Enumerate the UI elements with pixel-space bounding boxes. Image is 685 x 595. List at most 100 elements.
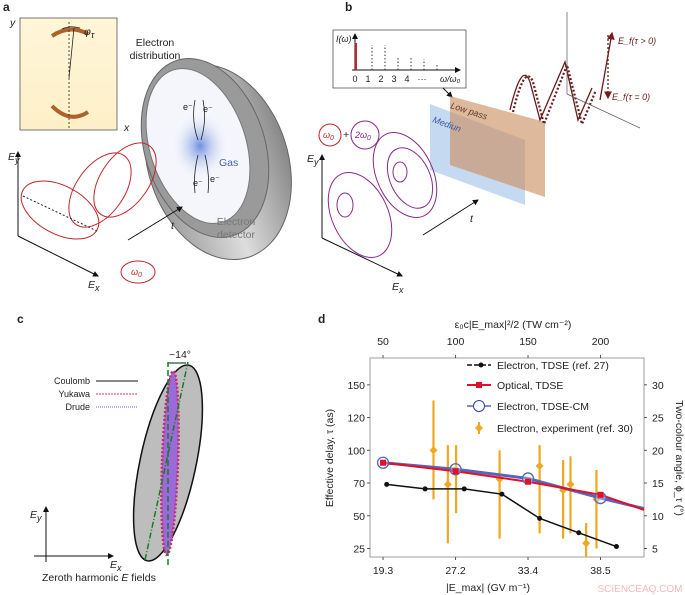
two-omega0-label: 2ω0 xyxy=(354,130,371,142)
filtered-field-waveform xyxy=(509,12,641,129)
omega0-circle-icon-b xyxy=(318,123,342,147)
plot-area xyxy=(369,357,645,558)
y-left-axis-label: Effective delay, τ (as) xyxy=(324,409,336,507)
optical-tdse-line xyxy=(382,461,645,511)
low-pass-filter xyxy=(450,96,545,197)
electron-detector-label-line1: Electron xyxy=(217,216,256,228)
axis-ey-c: Ey xyxy=(30,509,42,523)
electron-distribution-label-line2: distribution xyxy=(130,50,181,62)
legend-electron-tdse-cm-marker xyxy=(473,400,485,412)
chart-legend: Electron, TDSE (ref. 27) Optical, TDSE Ele… xyxy=(467,360,633,435)
y-left-tick-label: 100 xyxy=(347,445,365,457)
legend-optical-tdse-marker xyxy=(476,382,482,388)
panel-label-b: b xyxy=(345,0,352,14)
x-bottom-tick-label: 33.4 xyxy=(518,565,539,577)
watermark: SCIENCEAQ.COM xyxy=(597,584,682,595)
axis-ey-a: Ey xyxy=(8,151,20,165)
electron-detector-label-line2: detector xyxy=(217,229,255,241)
spectrum-tick-4: 4 xyxy=(404,74,409,84)
electron-label-2: e⁻ xyxy=(203,104,213,114)
legend-label: Optical, TDSE xyxy=(497,380,563,392)
electron-tdse-point xyxy=(422,486,428,492)
spectrum-inset xyxy=(332,29,467,89)
caption-c: Zeroth harmonic E fields xyxy=(42,572,156,584)
omega0-label-b: ω0 xyxy=(323,130,334,142)
ef-tau-positive-label: E_f(τ > 0) xyxy=(618,36,656,46)
time-axis-a: t xyxy=(171,220,175,232)
coulomb-axis-line xyxy=(144,361,189,561)
x-top-tick-label: 200 xyxy=(592,336,610,348)
x-top-tick-label: 150 xyxy=(519,336,537,348)
phi-tau-label: φτ xyxy=(84,26,95,40)
y-right-axis-label: Two-colour angle, ϕ_τ (°) xyxy=(673,400,685,516)
optical-tdse-point xyxy=(597,491,604,498)
panel-c: c ~14° Coulomb Yukawa Drude Ey Ex Zeroth… xyxy=(17,312,204,584)
yukawa-drude-ellipses xyxy=(160,369,180,557)
x-bottom-axis-label: |E_max| (GV m⁻¹) xyxy=(446,582,530,594)
spectrum-tick-2: 2 xyxy=(378,74,383,84)
legend-label: Electron, TDSE-CM xyxy=(497,401,589,413)
spectrum-tick-ellipsis: ··· xyxy=(418,74,427,84)
axis-ey-b: Ey xyxy=(307,153,319,167)
y-right-tick-label: 10 xyxy=(652,511,664,523)
y-left-tick-label: 150 xyxy=(347,380,365,392)
y-left-tick-label: 25 xyxy=(353,543,365,555)
spectrum-tick-1: 1 xyxy=(365,74,370,84)
panel-label-a: a xyxy=(3,0,10,14)
ef-tau-zero-label: E_f(τ = 0) xyxy=(612,92,650,102)
inset-x-label: x xyxy=(123,122,130,134)
experiment-point xyxy=(429,446,438,455)
axis-ticks: 50 19.3 100 27.2 150 33.4 200 38.5 5 25 10 50 15 70 20… xyxy=(347,336,663,577)
plus-sign: + xyxy=(343,129,349,141)
electron-tdse-cm-line xyxy=(382,461,645,511)
y-right-tick-label: 20 xyxy=(652,445,664,457)
experiment-point xyxy=(443,480,452,489)
electron-tdse-point xyxy=(613,544,619,550)
optical-tdse-point xyxy=(452,468,459,475)
electron-distribution-label-line1: Electron xyxy=(136,37,175,49)
legend-label: Electron, experiment (ref. 30) xyxy=(497,423,633,435)
elliptical-field-trajectory xyxy=(20,142,157,240)
electron-label-3: e⁻ xyxy=(193,178,203,188)
electron-tdse-point xyxy=(461,486,467,492)
field-axes-b xyxy=(319,154,479,277)
time-axis-b: t xyxy=(470,213,474,225)
experiment-point xyxy=(535,462,544,471)
panel-a: a y φτ x Electron distribution e⁻ e⁻ e⁻ … xyxy=(3,0,292,293)
electron-tdse-point xyxy=(384,481,390,487)
panel-label-c: c xyxy=(17,312,24,326)
angle-label: ~14° xyxy=(169,349,191,361)
electron-tdse-point xyxy=(537,515,543,521)
x-top-axis-label: ε₀c|E_max|²/2 (TW cm⁻²) xyxy=(455,319,572,331)
x-bottom-tick-label: 38.5 xyxy=(590,565,611,577)
x-top-tick-label: 100 xyxy=(447,336,465,348)
y-left-tick-label: 120 xyxy=(347,413,365,425)
y-left-tick-label: 50 xyxy=(353,511,365,523)
legend-electron-tdse-marker xyxy=(478,362,484,368)
two-omega0-circle-icon xyxy=(350,120,380,150)
y-right-tick-label: 25 xyxy=(652,413,664,425)
spectrum-tick-3: 3 xyxy=(391,74,396,84)
two-colour-field-trajectory xyxy=(327,132,438,258)
omega0-circle-icon xyxy=(120,260,156,284)
panel-b: b I(ω) 0 1 2 3 4 ··· ω/ω₀ Low pass Mediu… xyxy=(307,0,656,295)
chart-marks xyxy=(376,400,645,557)
spectrum-xlabel: ω/ω₀ xyxy=(440,74,461,84)
legend-yukawa-label: Yukawa xyxy=(58,389,90,399)
spectrum-ylabel: I(ω) xyxy=(336,34,352,44)
legend-drude-label: Drude xyxy=(65,402,90,412)
y-right-tick-label: 5 xyxy=(652,543,658,555)
electron-label-1: e⁻ xyxy=(183,102,193,112)
legend-coulomb-label: Coulomb xyxy=(54,376,90,386)
electron-tdse-point xyxy=(576,530,582,536)
field-axes-a xyxy=(15,151,183,277)
panel-d: d ε₀c|E_max|²/2 (TW cm⁻²) |E_max| (GV m⁻… xyxy=(318,312,685,594)
electron-detector-ring xyxy=(140,58,292,261)
gas-label: Gas xyxy=(219,157,238,169)
x-top-tick-label: 50 xyxy=(377,336,389,348)
axis-ex-b: Ex xyxy=(392,281,404,295)
y-right-tick-label: 15 xyxy=(652,478,664,490)
experiment-point xyxy=(582,539,591,548)
